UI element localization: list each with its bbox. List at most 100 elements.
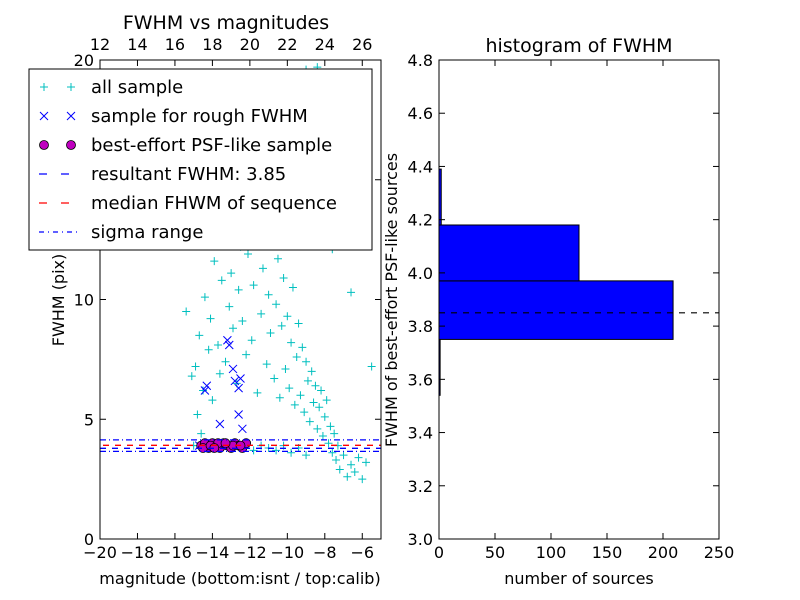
- histogram-x-axis-label: number of sources: [504, 569, 654, 588]
- data-point-plus: [362, 458, 371, 467]
- data-point-plus: [229, 324, 238, 333]
- histogram-x-tick-label: 250: [704, 543, 735, 562]
- legend-label: sample for rough FWHM: [91, 106, 308, 127]
- data-point-plus: [227, 269, 236, 278]
- histogram-y-tick-label: 3.2: [408, 477, 433, 496]
- data-point-plus: [187, 372, 196, 381]
- histogram-ticks: 0 50 100 150 200 250 3.0 3.2 3.4 3.6 3.8 4.0 4.2 4.4 4…: [408, 51, 735, 562]
- legend-entry: best-effort PSF-like sample: [39, 135, 332, 156]
- scatter-bottom-tick-label: −6: [350, 543, 374, 562]
- data-point-plus: [225, 302, 234, 311]
- scatter-bottom-tick-label: −10: [270, 543, 304, 562]
- data-point-plus: [315, 403, 324, 412]
- data-point-plus: [221, 357, 230, 366]
- scatter-top-tick-label: 20: [240, 35, 260, 54]
- scatter-top-tick-label: 26: [352, 35, 372, 54]
- histogram-title: histogram of FWHM: [485, 35, 672, 57]
- data-point-plus: [320, 412, 329, 421]
- data-point-plus: [367, 362, 376, 371]
- data-point-plus: [195, 331, 204, 340]
- histogram-bar: [438, 280, 674, 340]
- data-point-plus: [258, 264, 267, 273]
- data-point-plus: [247, 336, 256, 345]
- data-point-plus: [305, 417, 314, 426]
- scatter-bottom-tick-label: −12: [233, 543, 267, 562]
- scatter-panel: FWHM vs magnitudes −20 −18 −16 −14 −12 −10 −8−…: [28, 12, 382, 588]
- data-point-plus: [262, 360, 271, 369]
- data-point-plus: [335, 465, 344, 474]
- data-point-plus: [330, 429, 339, 438]
- histogram-y-tick-label: 3.4: [408, 424, 433, 443]
- data-point-plus: [277, 321, 286, 330]
- data-point-plus: [322, 396, 331, 405]
- scatter-top-tick-label: 14: [127, 35, 147, 54]
- data-point-x: [200, 386, 210, 395]
- data-point-plus: [307, 367, 316, 376]
- data-point-plus: [313, 424, 322, 433]
- data-point-plus: [311, 381, 320, 390]
- data-point-plus: [272, 446, 281, 455]
- legend-marker-plus: [67, 83, 75, 91]
- histogram-y-tick-label: 3.6: [408, 370, 433, 389]
- data-point-plus: [358, 475, 367, 484]
- legend-marker-circle: [66, 140, 76, 150]
- histogram-plot-frame: [438, 59, 720, 540]
- legend-label: best-effort PSF-like sample: [91, 135, 332, 156]
- data-point-plus: [270, 374, 279, 383]
- data-point-x: [234, 410, 243, 419]
- data-point-plus: [328, 448, 337, 457]
- scatter-bottom-tick-label: −18: [121, 543, 155, 562]
- data-point-plus: [242, 350, 251, 359]
- data-point-plus: [300, 408, 309, 417]
- scatter-y-tick-label: 10: [74, 291, 94, 310]
- data-point-plus: [249, 281, 258, 290]
- histogram-y-axis-label: FWHM of best-effort PSF-like sources: [382, 153, 401, 447]
- data-point-x: [238, 424, 247, 434]
- data-point-plus: [191, 362, 200, 371]
- data-point-plus: [354, 453, 363, 462]
- data-point-plus: [234, 285, 243, 294]
- data-point-plus: [290, 400, 299, 409]
- data-point-x: [228, 364, 238, 374]
- scatter-y-tick-label: 0: [84, 530, 94, 549]
- legend-box: [28, 68, 373, 251]
- histogram-y-tick-label: 4.2: [408, 211, 433, 230]
- histogram-y-tick-label: 4.0: [408, 264, 433, 283]
- scatter-legend: all sample sample for rough FWHM best-effo…: [28, 68, 373, 251]
- legend-label: resultant FWHM: 3.85: [91, 164, 286, 185]
- scatter-reference-lines: [100, 439, 381, 452]
- legend-entry: all sample: [40, 77, 183, 98]
- legend-label: all sample: [91, 77, 183, 98]
- data-point-plus: [332, 455, 341, 464]
- scatter-bottom-tick-label: −8: [313, 543, 337, 562]
- data-point-plus: [253, 388, 262, 397]
- data-point-plus: [324, 439, 333, 448]
- legend-entries: all sample sample for rough FWHM best-effo…: [39, 77, 337, 243]
- scatter-series-layer: [182, 63, 376, 484]
- data-point-plus: [279, 273, 288, 282]
- data-point-x: [234, 383, 243, 393]
- legend-entry: sigma range: [39, 222, 203, 243]
- scatter-y-axis-label: FWHM (pix): [49, 254, 68, 347]
- data-point-plus: [285, 384, 294, 393]
- scatter-title: FWHM vs magnitudes: [123, 12, 329, 34]
- scatter-top-tick-label: 22: [277, 35, 297, 54]
- data-point-plus: [347, 460, 356, 469]
- scatter-top-tick-label: 24: [315, 35, 335, 54]
- data-point-plus: [193, 410, 202, 419]
- data-point-plus: [275, 393, 284, 402]
- data-point-x: [223, 335, 232, 345]
- scatter-top-tick-label: 18: [202, 35, 222, 54]
- scatter-top-tick-label: 16: [165, 35, 185, 54]
- data-point-plus: [287, 448, 296, 457]
- data-point-plus: [281, 364, 290, 373]
- data-point-plus: [317, 386, 326, 395]
- data-point-plus: [298, 343, 307, 352]
- data-point-x: [224, 340, 234, 350]
- histogram-y-tick-label: 3.0: [408, 530, 433, 549]
- legend-marker-circle: [39, 140, 49, 150]
- data-point-plus: [326, 422, 335, 431]
- data-point-plus: [302, 451, 311, 460]
- data-point-x: [215, 419, 225, 429]
- legend-marker-x: [39, 111, 49, 121]
